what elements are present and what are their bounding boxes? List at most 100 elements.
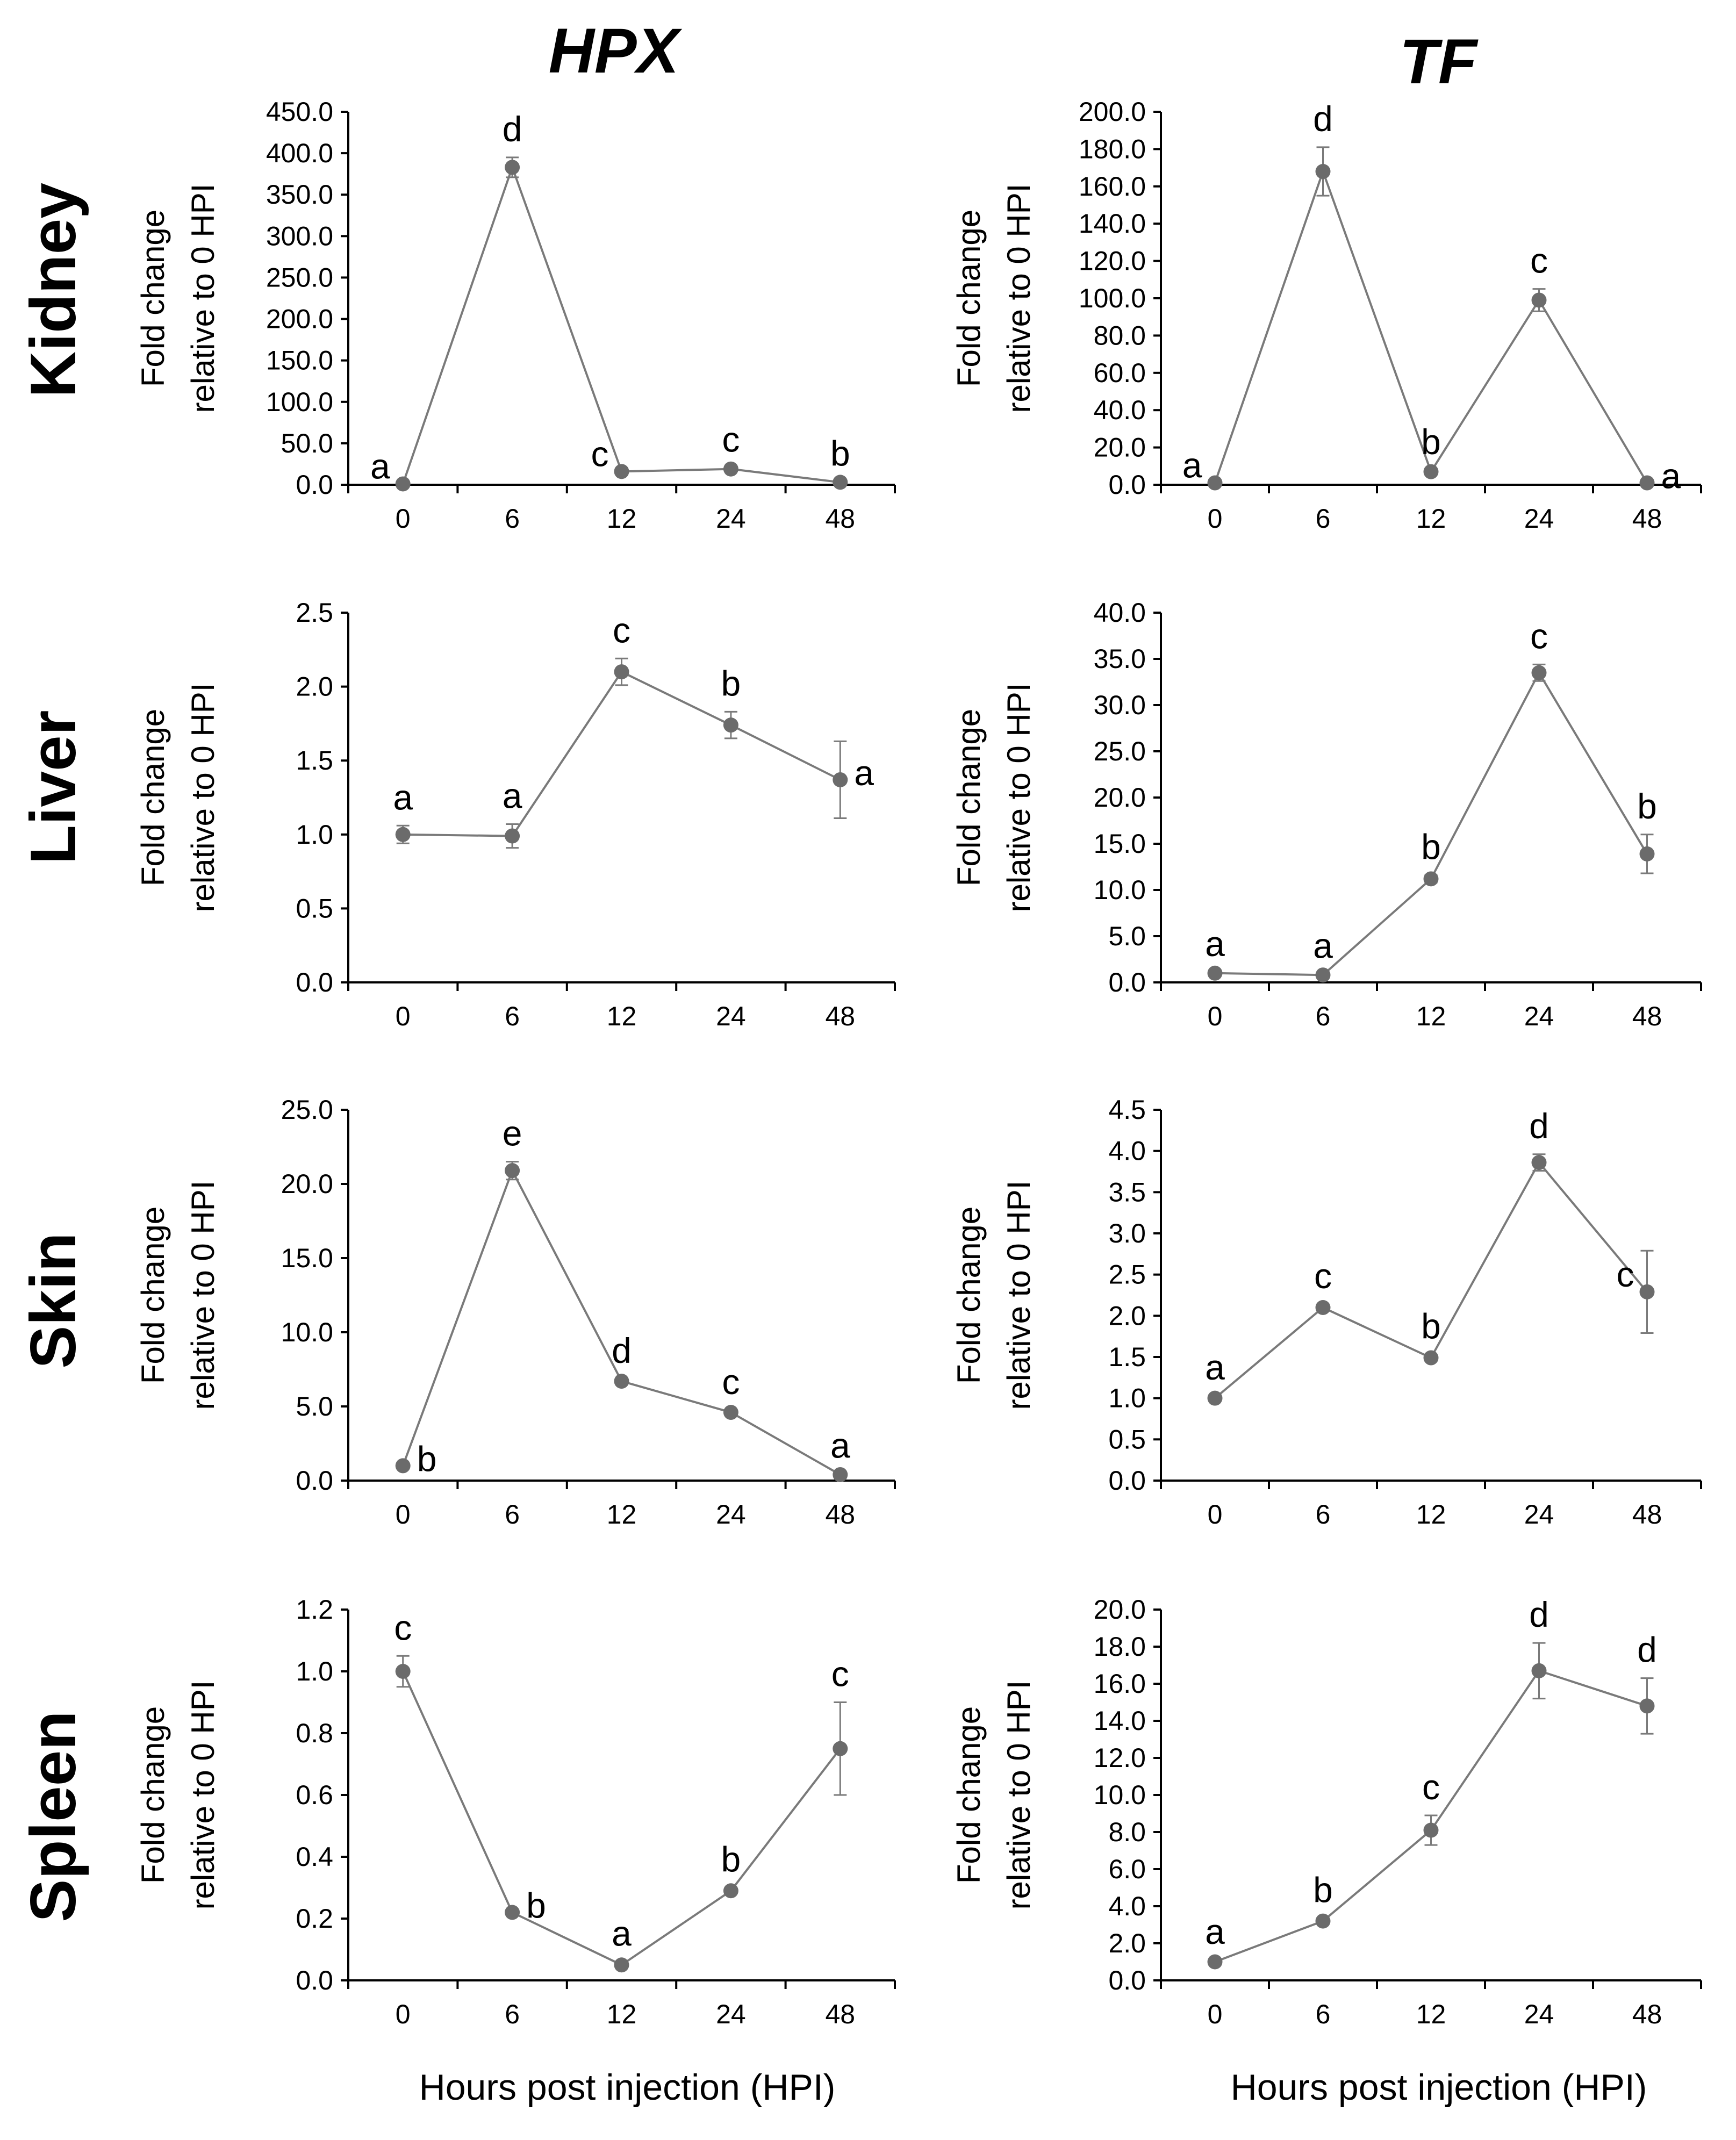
data-point [505,1905,520,1920]
y-tick-label: 0.0 [296,1965,333,1995]
significance-letter: c [613,610,630,650]
y-tick-label: 160.0 [1079,171,1146,202]
y-tick-label: 25.0 [1094,736,1146,766]
x-axis-label-tf: Hours post injection (HPI) [1231,2067,1647,2108]
data-point [614,664,629,680]
data-point [833,475,848,490]
y-axis-label-line1: Fold change [135,210,171,387]
y-tick-label: 20.0 [281,1169,333,1199]
x-tick-label: 6 [1316,1499,1331,1529]
x-tick-label: 12 [607,1499,637,1529]
data-point [1639,846,1655,861]
data-point [1315,1300,1331,1315]
y-tick-label: 10.0 [1094,875,1146,905]
y-tick-label: 0.0 [1108,1965,1146,1995]
y-tick-label: 1.2 [296,1595,333,1625]
data-point [1531,292,1547,308]
y-tick-label: 100.0 [266,387,333,417]
y-axis-label-line1: Fold change [135,1207,171,1384]
data-point [833,1467,848,1482]
data-point [1531,1155,1547,1170]
y-tick-label: 0.0 [1108,1466,1146,1496]
significance-letter: d [1313,99,1333,139]
x-tick-label: 0 [396,1001,411,1031]
column-title-hpx: HPX [549,16,683,87]
y-tick-label: 3.5 [1108,1177,1146,1207]
significance-letter: a [393,777,413,817]
significance-letter: d [1529,1595,1549,1634]
data-point [1315,1913,1331,1929]
y-tick-label: 2.0 [296,672,333,702]
y-tick-label: 35.0 [1094,644,1146,674]
row-title-liver: Liver [17,710,89,865]
y-tick-label: 16.0 [1094,1669,1146,1699]
data-point [833,1741,848,1756]
y-tick-label: 5.0 [296,1391,333,1421]
y-tick-label: 0.0 [296,1466,333,1496]
y-axis-label-line2: relative to 0 HPI [185,1681,221,1910]
x-tick-label: 0 [396,1499,411,1529]
y-tick-label: 400.0 [266,138,333,168]
y-tick-label: 450.0 [266,97,333,127]
y-tick-label: 1.0 [1108,1383,1146,1413]
data-point [1207,475,1223,491]
data-point [1639,1698,1655,1714]
significance-letter: b [417,1439,437,1478]
data-point [1207,1390,1223,1406]
significance-letter: c [1530,616,1548,656]
panel-hpx-liver: 0.0 0.5 1.0 1.5 2.0 2.5 0 6 12 24 48 Fold change rel… [135,598,896,1031]
significance-letter: c [722,1362,740,1402]
data-point [614,464,629,479]
data-point [1315,967,1331,983]
x-tick-label: 12 [1416,504,1446,534]
significance-letter: b [1637,786,1657,826]
y-tick-label: 5.0 [1108,921,1146,951]
y-tick-label: 0.5 [1108,1424,1146,1454]
x-tick-label: 24 [716,1999,746,2029]
x-tick-label: 6 [505,1001,520,1031]
x-tick-label: 48 [825,1499,855,1529]
panel-tf-kidney: 0.0 20.0 40.0 60.0 80.0 100.0 120.0 140.0 160.0 1… [951,97,1702,534]
data-point [723,717,738,733]
significance-letter: a [370,446,390,486]
x-tick-label: 0 [1208,1001,1223,1031]
y-tick-label: 60.0 [1094,358,1146,388]
y-axis-label-line2: relative to 0 HPI [185,184,221,413]
y-tick-label: 300.0 [266,221,333,251]
x-tick-label: 0 [396,504,411,534]
data-point [1423,464,1439,479]
panel-hpx-spleen: 0.0 0.2 0.4 0.6 0.8 1.0 1.2 0 6 12 24 48 Fold change… [135,1595,896,2029]
y-tick-label: 0.0 [296,470,333,500]
significance-letter: c [1530,241,1548,281]
significance-letter: a [612,1914,632,1954]
significance-letter: c [394,1607,412,1647]
y-tick-label: 10.0 [1094,1780,1146,1810]
y-axis-label-line2: relative to 0 HPI [185,683,221,913]
significance-letter: d [1529,1106,1549,1146]
significance-letter: d [1637,1630,1657,1670]
significance-letter: c [1314,1256,1332,1296]
x-axis-label-hpx: Hours post injection (HPI) [419,2067,836,2108]
y-axis-label-line1: Fold change [951,709,987,886]
row-title-kidney: Kidney [17,183,89,398]
y-tick-label: 15.0 [1094,829,1146,859]
data-point [1207,1954,1223,1970]
y-tick-label: 25.0 [281,1095,333,1125]
significance-letter: a [854,753,874,793]
x-tick-label: 0 [1208,1499,1223,1529]
y-tick-label: 0.0 [296,967,333,997]
data-point [395,476,411,492]
x-tick-label: 48 [825,1001,855,1031]
x-tick-label: 6 [1316,504,1331,534]
y-tick-label: 2.5 [296,598,333,628]
series-line [401,164,841,485]
panels: 0.0 50.0 100.0 150.0 200.0 250.0 300.0 350.0 400… [135,97,1702,2029]
y-tick-label: 0.5 [296,893,333,923]
y-tick-label: 1.0 [296,820,333,850]
x-tick-label: 6 [505,1499,520,1529]
x-tick-label: 6 [505,504,520,534]
row-title-spleen: Spleen [17,1711,89,1922]
y-tick-label: 10.0 [281,1317,333,1347]
y-tick-label: 200.0 [266,304,333,334]
